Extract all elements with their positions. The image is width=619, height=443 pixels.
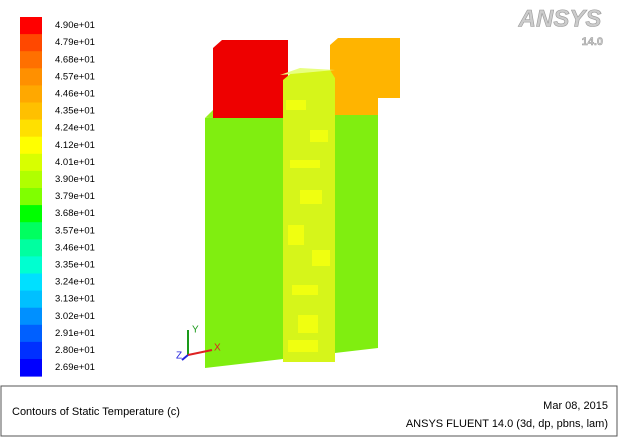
legend-swatch <box>20 51 42 69</box>
legend-swatch <box>20 359 42 377</box>
legend-swatch <box>20 274 42 292</box>
legend-label: 2.91e+01 <box>55 328 95 339</box>
logo-version: 14.0 <box>582 36 603 48</box>
legend-swatch <box>20 171 42 189</box>
legend-label: 4.90e+01 <box>55 20 95 31</box>
footer-software: ANSYS FLUENT 14.0 (3d, dp, pbns, lam) <box>406 418 608 430</box>
legend-label: 3.35e+01 <box>55 259 95 270</box>
legend-label: 3.79e+01 <box>55 191 95 202</box>
viewer: Y Z X ANSYS 14.0 Contours of Static Temp… <box>0 0 619 438</box>
legend-label: 4.68e+01 <box>55 54 95 65</box>
legend-label: 3.13e+01 <box>55 294 95 305</box>
red-block <box>213 40 288 118</box>
legend-swatch <box>20 205 42 223</box>
orange-block <box>330 38 400 115</box>
legend-label: 3.68e+01 <box>55 208 95 219</box>
z-label: Z <box>176 351 182 362</box>
page: {"legend": {"labels": ["4.90e+01","4.79e… <box>0 0 619 438</box>
legend-label: 3.46e+01 <box>55 242 95 253</box>
legend-swatch <box>20 137 42 155</box>
logo-brand: ANSYS <box>518 5 602 32</box>
legend-swatch <box>20 154 42 172</box>
geometry <box>205 38 400 368</box>
legend-label: 4.01e+01 <box>55 157 95 168</box>
legend-swatch <box>20 342 42 360</box>
legend-swatch <box>20 291 42 309</box>
legend-swatch <box>20 256 42 274</box>
legend-swatch <box>20 17 42 35</box>
legend-swatch <box>20 325 42 343</box>
legend-swatch <box>20 68 42 86</box>
legend-label: 3.24e+01 <box>55 277 95 288</box>
legend-label: 3.90e+01 <box>55 174 95 185</box>
legend-label: 2.69e+01 <box>55 362 95 373</box>
legend-swatch <box>20 308 42 326</box>
legend-swatch <box>20 222 42 240</box>
legend-swatch <box>20 239 42 257</box>
legend-label: 3.02e+01 <box>55 311 95 322</box>
footer-title: Contours of Static Temperature (c) <box>12 406 180 418</box>
footer-date: Mar 08, 2015 <box>543 400 608 412</box>
legend-label: 4.57e+01 <box>55 71 95 82</box>
legend-label: 4.35e+01 <box>55 106 95 117</box>
legend-label: 4.79e+01 <box>55 37 95 48</box>
y-label: Y <box>192 325 199 336</box>
legend-swatch <box>20 188 42 206</box>
legend-label: 4.46e+01 <box>55 88 95 99</box>
legend-swatch <box>20 34 42 52</box>
legend-label: 2.80e+01 <box>55 345 95 356</box>
legend-label: 3.57e+01 <box>55 225 95 236</box>
legend-swatch <box>20 103 42 121</box>
legend-swatch <box>20 85 42 103</box>
legend-swatch <box>20 120 42 138</box>
x-label: X <box>214 343 221 354</box>
z-axis-arrow <box>182 355 188 360</box>
legend-label: 4.24e+01 <box>55 123 95 134</box>
legend-label: 4.12e+01 <box>55 140 95 151</box>
